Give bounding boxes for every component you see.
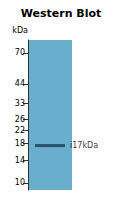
svg-text:70: 70: [15, 48, 25, 57]
svg-text:ⅰ17kDa: ⅰ17kDa: [70, 141, 98, 150]
svg-text:33: 33: [15, 99, 25, 108]
svg-text:22: 22: [15, 126, 25, 135]
svg-text:kDa: kDa: [12, 26, 28, 35]
svg-text:44: 44: [15, 79, 25, 88]
svg-text:Western Blot: Western Blot: [21, 7, 102, 20]
svg-text:10: 10: [15, 178, 25, 187]
svg-text:26: 26: [15, 115, 25, 124]
svg-text:14: 14: [15, 156, 25, 165]
svg-text:18: 18: [15, 139, 25, 148]
